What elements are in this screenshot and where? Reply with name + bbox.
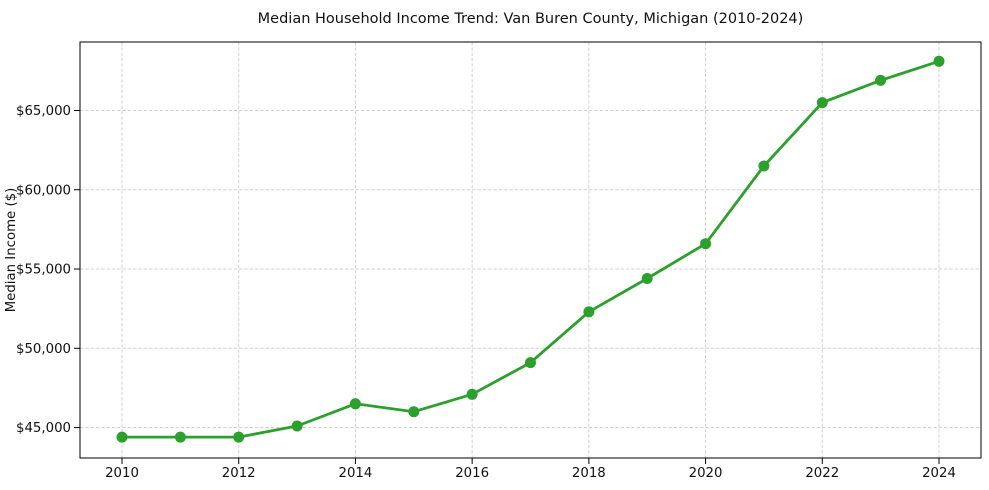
y-axis-label: Median Income ($): [4, 188, 19, 313]
x-tick-label: 2010: [105, 466, 139, 481]
data-point-marker: [349, 398, 361, 410]
chart-title: Median Household Income Trend: Van Buren…: [258, 11, 804, 27]
y-tick-label: $65,000: [16, 104, 71, 119]
y-tick-label: $50,000: [16, 342, 71, 357]
data-point-marker: [875, 74, 887, 86]
data-point-marker: [933, 55, 945, 67]
data-point-marker: [291, 420, 303, 432]
x-tick-label: 2020: [689, 466, 723, 481]
axis-layer: $45,000 $50,000 $55,000 $60,000 $65,000 2010 2…: [16, 41, 982, 481]
grid-layer: [80, 42, 981, 458]
data-point-marker: [174, 431, 186, 443]
y-tick-label: $45,000: [16, 421, 71, 436]
plot-border: [79, 41, 982, 459]
data-point-marker: [466, 388, 478, 400]
x-tick-label: 2012: [222, 466, 256, 481]
y-tick-label: $60,000: [16, 183, 71, 198]
data-point-marker: [641, 273, 653, 284]
data-point-marker: [583, 306, 595, 318]
trend-line: [120, 59, 941, 439]
data-point-marker: [700, 238, 712, 250]
data-point-marker: [525, 357, 536, 369]
x-tick-label: 2018: [572, 466, 606, 481]
data-point-marker: [408, 406, 420, 418]
x-tick-label: 2024: [922, 466, 956, 481]
data-point-marker: [816, 97, 828, 109]
data-point-marker: [758, 160, 770, 172]
y-tick-label: $55,000: [16, 263, 71, 278]
data-point-marker: [233, 431, 245, 443]
series-layer: [116, 55, 945, 443]
data-point-marker: [116, 431, 128, 443]
x-tick-label: 2022: [805, 466, 839, 481]
x-tick-label: 2016: [455, 466, 489, 481]
x-tick-label: 2014: [339, 466, 373, 481]
